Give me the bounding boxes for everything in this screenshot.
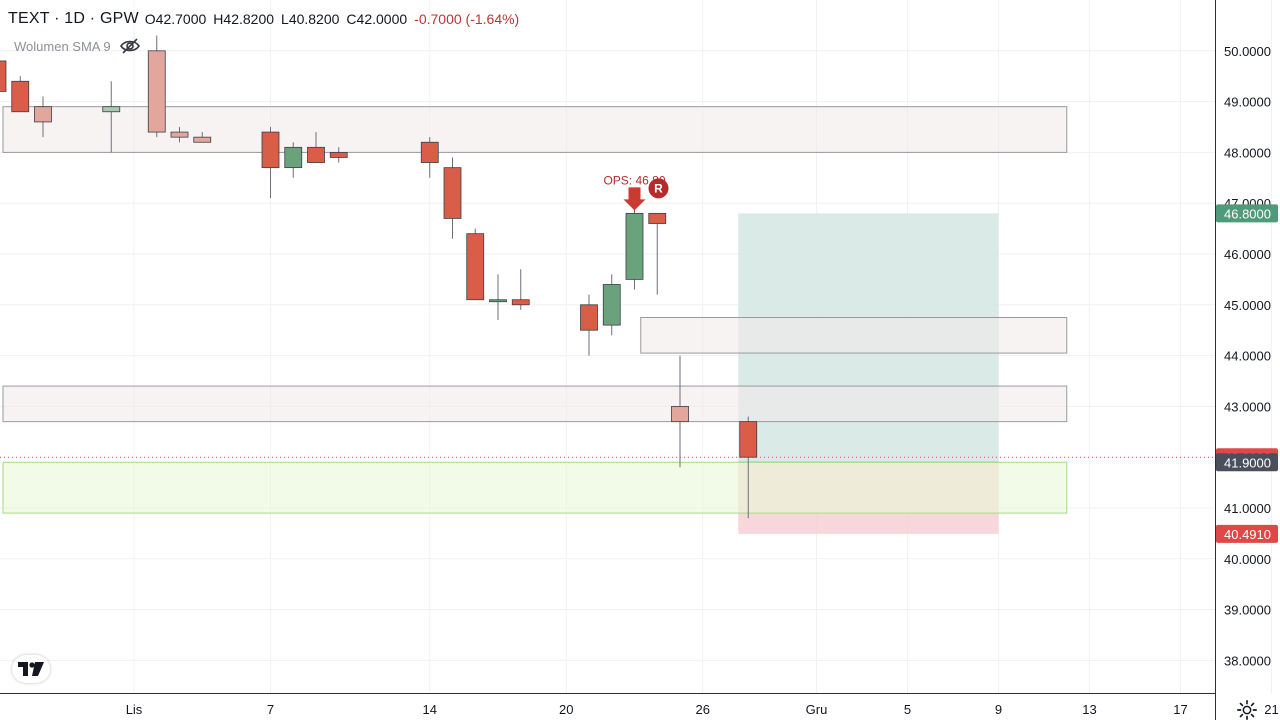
symbol-name[interactable]: TEXT · 1D · GPW [8,10,139,28]
symbol-ticker: TEXT [8,10,50,27]
candle-body [284,146,303,169]
candle [489,274,507,321]
y-tick-label: 45.0000 [1224,298,1271,313]
price-tag [1216,204,1278,223]
x-tick-label: 7 [267,702,274,717]
candle-body [443,167,462,219]
y-tick-label: 43.0000 [1224,399,1271,414]
candle [147,35,166,138]
candle-body [147,50,166,133]
candle-body [261,131,280,169]
low-value: L40.8200 [281,11,340,27]
price-tag-label: 41.9000 [1224,455,1271,470]
candle [261,127,280,199]
study-label: Wolumen SMA 9 [14,38,111,54]
candle [580,294,598,356]
x-tick-label: 13 [1082,702,1096,717]
y-tick-label: 44.0000 [1224,349,1271,364]
candle [625,208,644,290]
candle-body [34,106,52,123]
interval-label: 1D [64,10,86,27]
candle-body [580,304,598,331]
candle [466,228,485,301]
arrow-down-icon [623,187,646,211]
candle [602,274,621,336]
separator: · [54,10,60,27]
y-tick-label: 48.0000 [1224,145,1271,160]
y-tick-label: 39.0000 [1224,603,1271,618]
candle [284,142,303,178]
separator: · [89,10,96,27]
candle [671,355,689,468]
candle [648,212,667,295]
y-tick-label: 38.0000 [1224,653,1271,668]
candle-body [466,233,485,301]
candle [511,269,530,310]
candle-body [511,299,530,306]
resistance-zone [640,317,1068,354]
symbol-legend: TEXT · 1D · GPW O42.7000 H42.8200 L40.82… [8,8,519,30]
volume-study-legend[interactable]: Wolumen SMA 9 [14,36,141,56]
candle-body [602,284,621,326]
y-tick-label: 41.0000 [1224,501,1271,516]
candle-body [671,405,689,423]
resistance-zone [2,106,1068,153]
price-tag-label: 46.8000 [1224,206,1271,221]
x-tick-label: 20 [559,702,573,717]
tradingview-logo-icon[interactable] [12,655,50,683]
candle [34,96,52,138]
candle-body [420,141,439,163]
candle [193,132,212,143]
candle [102,81,121,153]
x-tick-label: 9 [995,702,1002,717]
candle-body [489,299,507,303]
candle [11,76,30,113]
x-tick-label: Gru [806,702,828,717]
x-tick-label: Lis [126,702,143,717]
price-tag [1216,524,1278,543]
candle [170,127,189,143]
candle-body [193,136,212,143]
change-value: -0.7000 (-1.64%) [414,11,520,27]
x-tick-label: 5 [904,702,911,717]
candle-body [307,146,325,163]
candle [420,137,439,178]
x-tick-label: 14 [423,702,437,717]
candle-body [329,151,348,158]
y-tick-label: 50.0000 [1224,44,1271,59]
candle [0,60,7,92]
price-tag [1216,453,1278,472]
y-tick-label: 40.0000 [1224,552,1271,567]
gear-icon[interactable] [1236,699,1258,721]
x-tick-label: 21 [1264,702,1278,717]
candle [329,147,348,163]
candle-body [11,80,30,113]
price-tag-label: 40.4910 [1224,527,1271,542]
y-tick-label: 46.0000 [1224,247,1271,262]
eye-off-icon[interactable] [119,37,141,55]
support-zone [2,461,1068,514]
annotation-badge-text: R [654,181,663,195]
candle-body [170,131,189,138]
candle [739,416,758,519]
open-value: O42.7000 [144,11,207,27]
candle-body [102,106,121,113]
candle-body [739,421,758,458]
high-value: H42.8200 [213,11,275,27]
candle-body [648,212,667,224]
x-tick-label: 17 [1173,702,1187,717]
candle [307,132,325,163]
candle-body [0,60,7,92]
candle-body [625,212,644,280]
candle [443,157,462,239]
exchange-label: GPW [99,10,139,27]
y-tick-label: 49.0000 [1224,95,1271,110]
annotation-badge [648,178,669,199]
resistance-zone [2,385,1068,423]
close-value: C42.0000 [346,11,408,27]
x-tick-label: 26 [696,702,710,717]
